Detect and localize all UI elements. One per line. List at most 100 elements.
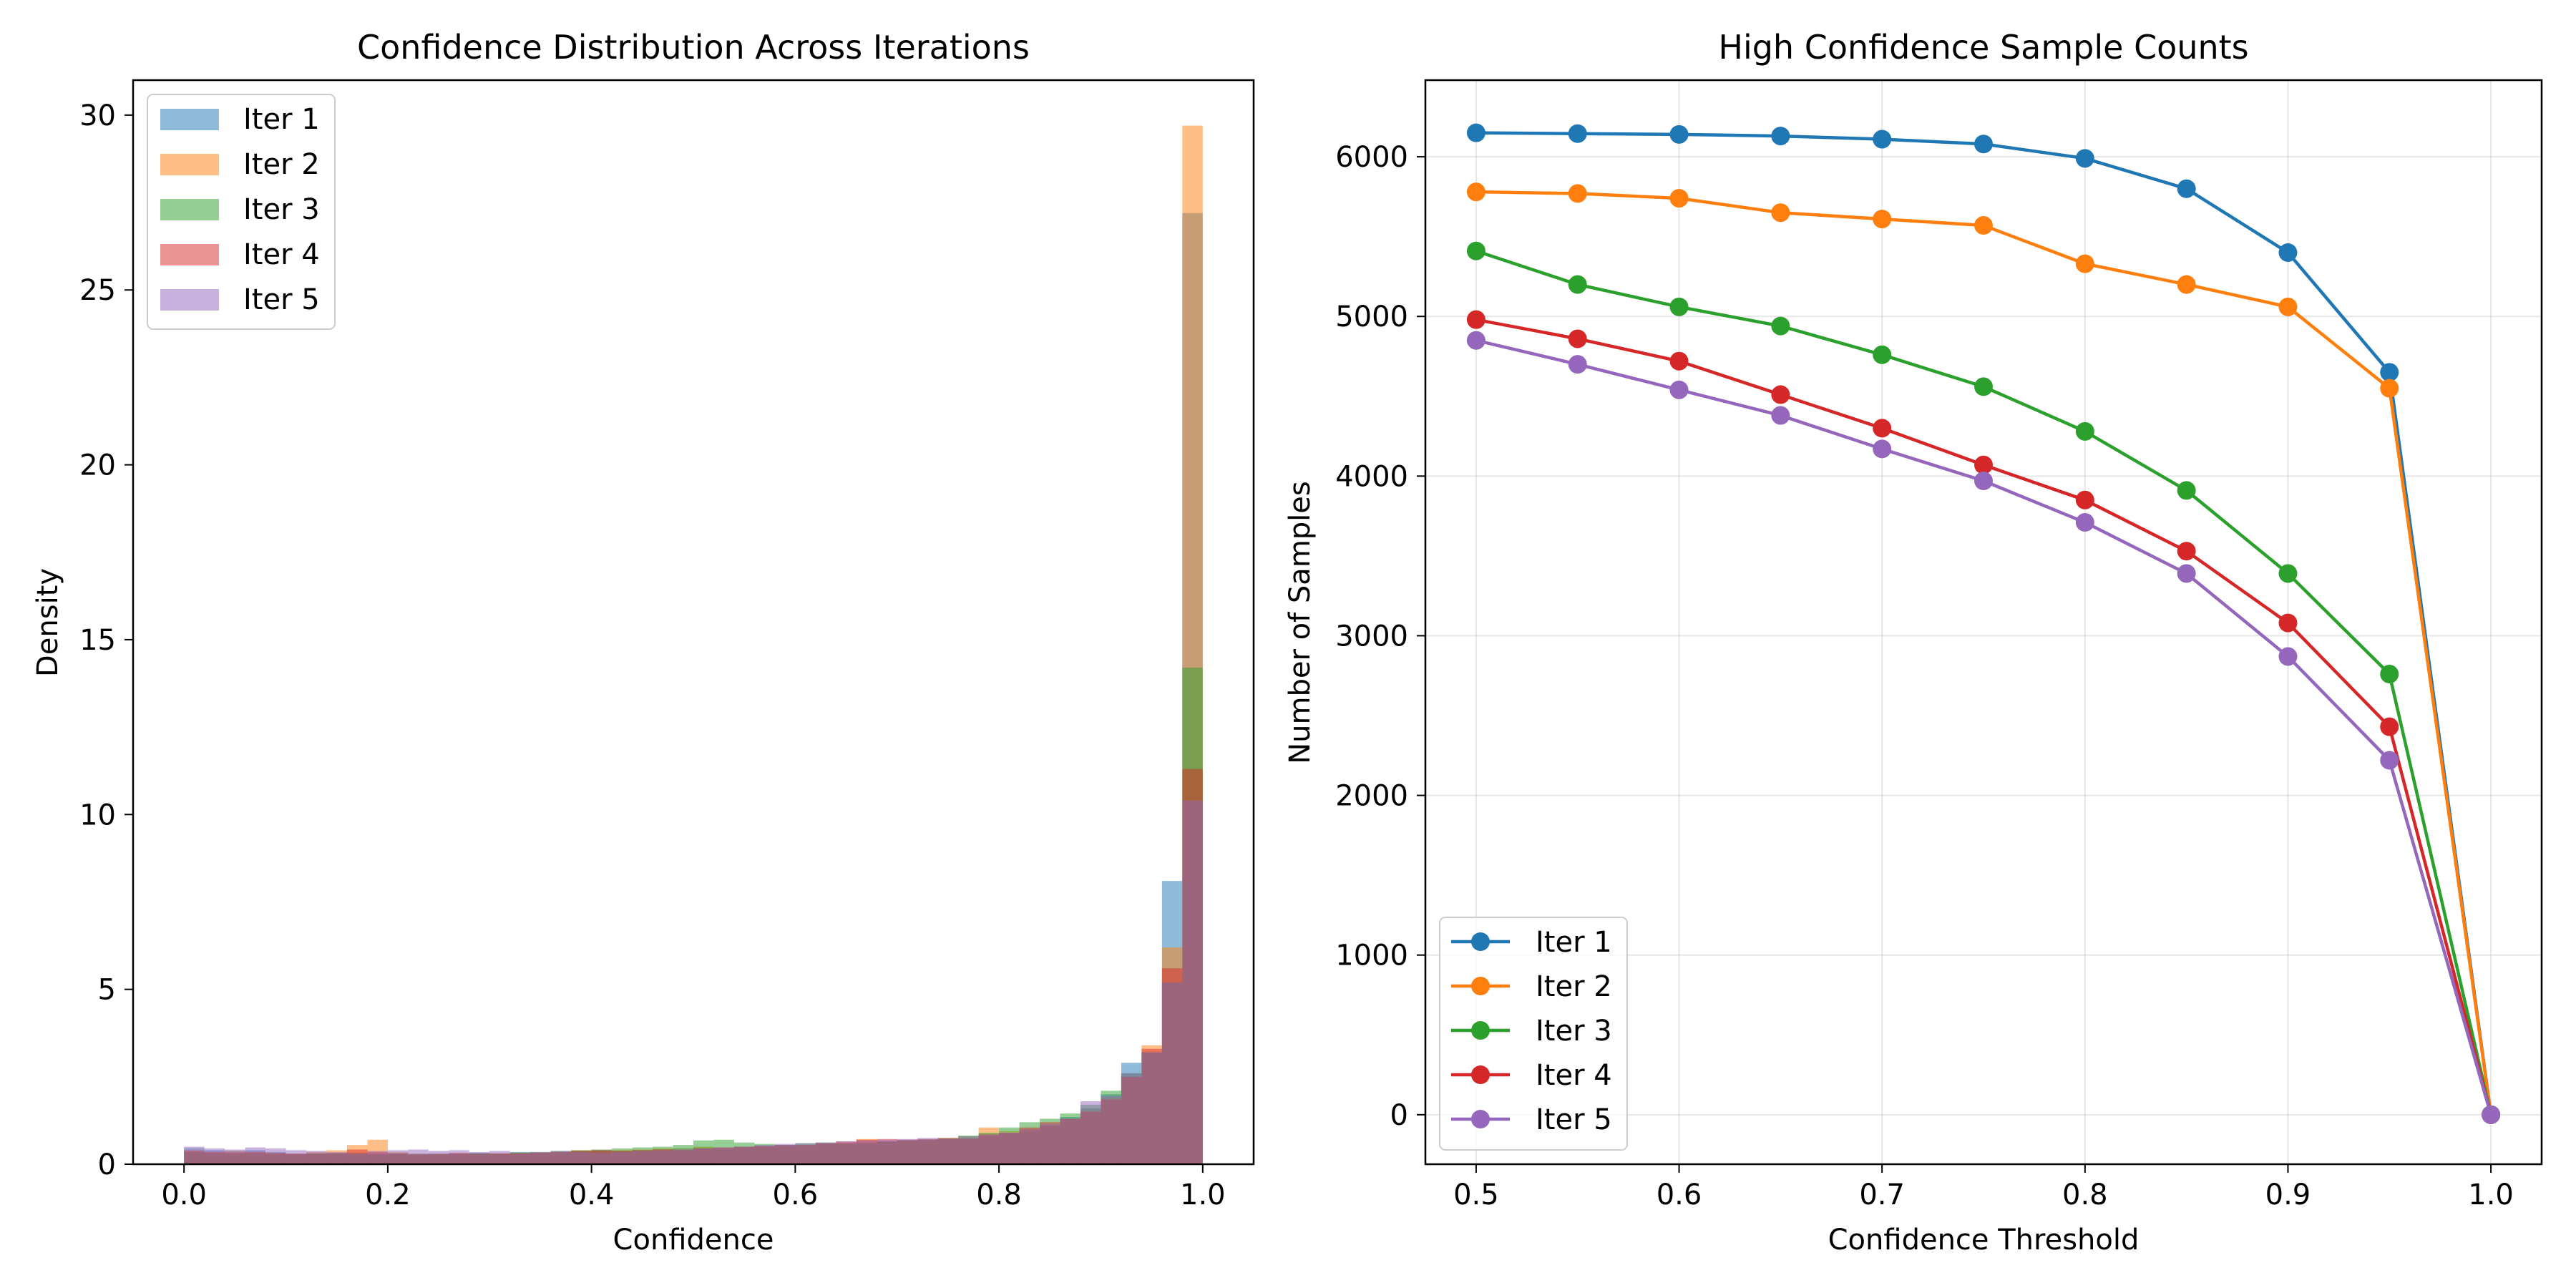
x-tick-label: 0.6 [773, 1179, 819, 1211]
data-point [1771, 385, 1790, 404]
histogram-bar [713, 1147, 734, 1164]
legend-swatch [160, 289, 219, 311]
data-point [1568, 275, 1587, 294]
data-point [2278, 564, 2298, 583]
data-point [1873, 345, 1892, 364]
line-series-2 [1466, 182, 2501, 1124]
y-tick-label: 25 [79, 274, 116, 307]
histogram-bar [306, 1151, 327, 1164]
data-point [1974, 377, 1993, 396]
legend-label: Iter 5 [243, 283, 320, 316]
legend-label: Iter 3 [1536, 1015, 1612, 1048]
data-point [1669, 125, 1689, 144]
legend-label: Iter 4 [1536, 1059, 1612, 1092]
histogram-bar [387, 1150, 409, 1164]
histogram-bar [754, 1145, 775, 1164]
histogram-y-axis-label: Density [31, 568, 64, 677]
legend-box [147, 94, 336, 330]
x-tick-label: 0.8 [976, 1179, 1022, 1211]
x-tick-label: 1.0 [2468, 1179, 2514, 1211]
x-tick-label: 0.8 [2062, 1179, 2108, 1211]
data-point [1873, 439, 1892, 459]
line-series-5 [1466, 331, 2501, 1124]
x-tick-label: 0.0 [161, 1179, 207, 1211]
histogram-bar [733, 1146, 755, 1164]
line-series-4 [1466, 310, 2501, 1124]
histogram-bar [428, 1151, 449, 1164]
histogram-bar [245, 1147, 266, 1164]
x-tick-label: 0.4 [569, 1179, 615, 1211]
line-chart-series [1466, 123, 2501, 1124]
legend-label: Iter 5 [1536, 1103, 1612, 1136]
histogram-bar [1161, 982, 1183, 1164]
line-series-3 [1466, 241, 2501, 1124]
legend-swatch [160, 199, 219, 220]
histogram-bar [774, 1143, 796, 1164]
data-point [2278, 243, 2298, 262]
y-tick-label: 0 [1390, 1099, 1408, 1132]
histogram-bar [673, 1149, 693, 1164]
histogram-bar [204, 1148, 225, 1164]
histogram-bar [917, 1138, 938, 1164]
histogram-bar [1019, 1129, 1040, 1164]
histogram-bar [795, 1143, 816, 1164]
data-point [2177, 542, 2196, 561]
data-point [1974, 135, 1993, 154]
histogram-title: Confidence Distribution Across Iteration… [357, 28, 1030, 67]
legend-marker [1471, 932, 1490, 951]
line-chart-title: High Confidence Sample Counts [1718, 28, 2248, 67]
y-tick-label: 1000 [1335, 940, 1408, 972]
data-point [2177, 564, 2196, 583]
histogram-bar [897, 1138, 918, 1164]
histogram-bar [225, 1149, 245, 1164]
data-point [1974, 472, 1993, 491]
y-tick-label: 6000 [1335, 141, 1408, 174]
x-tick-label: 0.6 [1657, 1179, 1702, 1211]
data-point [2278, 647, 2298, 666]
histogram-bar [326, 1151, 347, 1164]
y-tick-label: 4000 [1335, 460, 1408, 493]
histogram-bar [693, 1148, 714, 1164]
histogram-legend: Iter 1 Iter 2 Iter 3 Iter 4 Iter 5 [147, 94, 336, 330]
histogram-bar [1080, 1101, 1101, 1164]
histogram-bar [653, 1150, 673, 1164]
data-point [1771, 203, 1790, 223]
histogram-bar [571, 1151, 592, 1164]
histogram-bar [550, 1151, 572, 1164]
line-chart-panel: High Confidence Sample Counts 0.5 0.6 0.7 0… [1284, 28, 2543, 1257]
legend-label: Iter 3 [243, 193, 320, 226]
data-point [2482, 1105, 2501, 1124]
data-point [2075, 149, 2094, 168]
histogram-x-axis-label: Confidence [613, 1224, 774, 1257]
histogram-bar [286, 1150, 307, 1164]
histogram-bar [958, 1136, 979, 1164]
y-tick-label: 2000 [1335, 780, 1408, 813]
histogram-y-ticks: 0 5 10 15 20 25 30 [79, 99, 133, 1181]
legend-swatch [160, 154, 219, 175]
data-point [2177, 275, 2196, 294]
x-tick-label: 0.9 [2265, 1179, 2311, 1211]
data-point [2380, 717, 2399, 736]
data-point [1974, 216, 1993, 235]
line-chart-axes-frame [1424, 79, 2543, 1166]
data-point [1568, 184, 1587, 203]
histogram-bar [489, 1151, 510, 1164]
line-chart-x-ticks: 0.5 0.6 0.7 0.8 0.9 1.0 [1453, 1164, 2514, 1211]
legend-label: Iter 1 [1536, 926, 1612, 959]
legend-swatch [160, 244, 219, 265]
histogram-bar [836, 1141, 857, 1164]
data-point [2075, 421, 2094, 441]
data-point [2278, 613, 2298, 633]
y-tick-label: 30 [79, 99, 116, 132]
histogram-bar [530, 1151, 551, 1164]
data-point [1466, 182, 1485, 202]
data-point [1466, 331, 1485, 350]
data-point [1466, 123, 1485, 142]
data-point [1771, 406, 1790, 425]
legend-marker [1471, 1110, 1490, 1128]
data-point [1669, 351, 1689, 371]
histogram-bar [367, 1151, 388, 1164]
legend-label: Iter 2 [1536, 970, 1612, 1003]
y-tick-label: 10 [79, 799, 116, 831]
